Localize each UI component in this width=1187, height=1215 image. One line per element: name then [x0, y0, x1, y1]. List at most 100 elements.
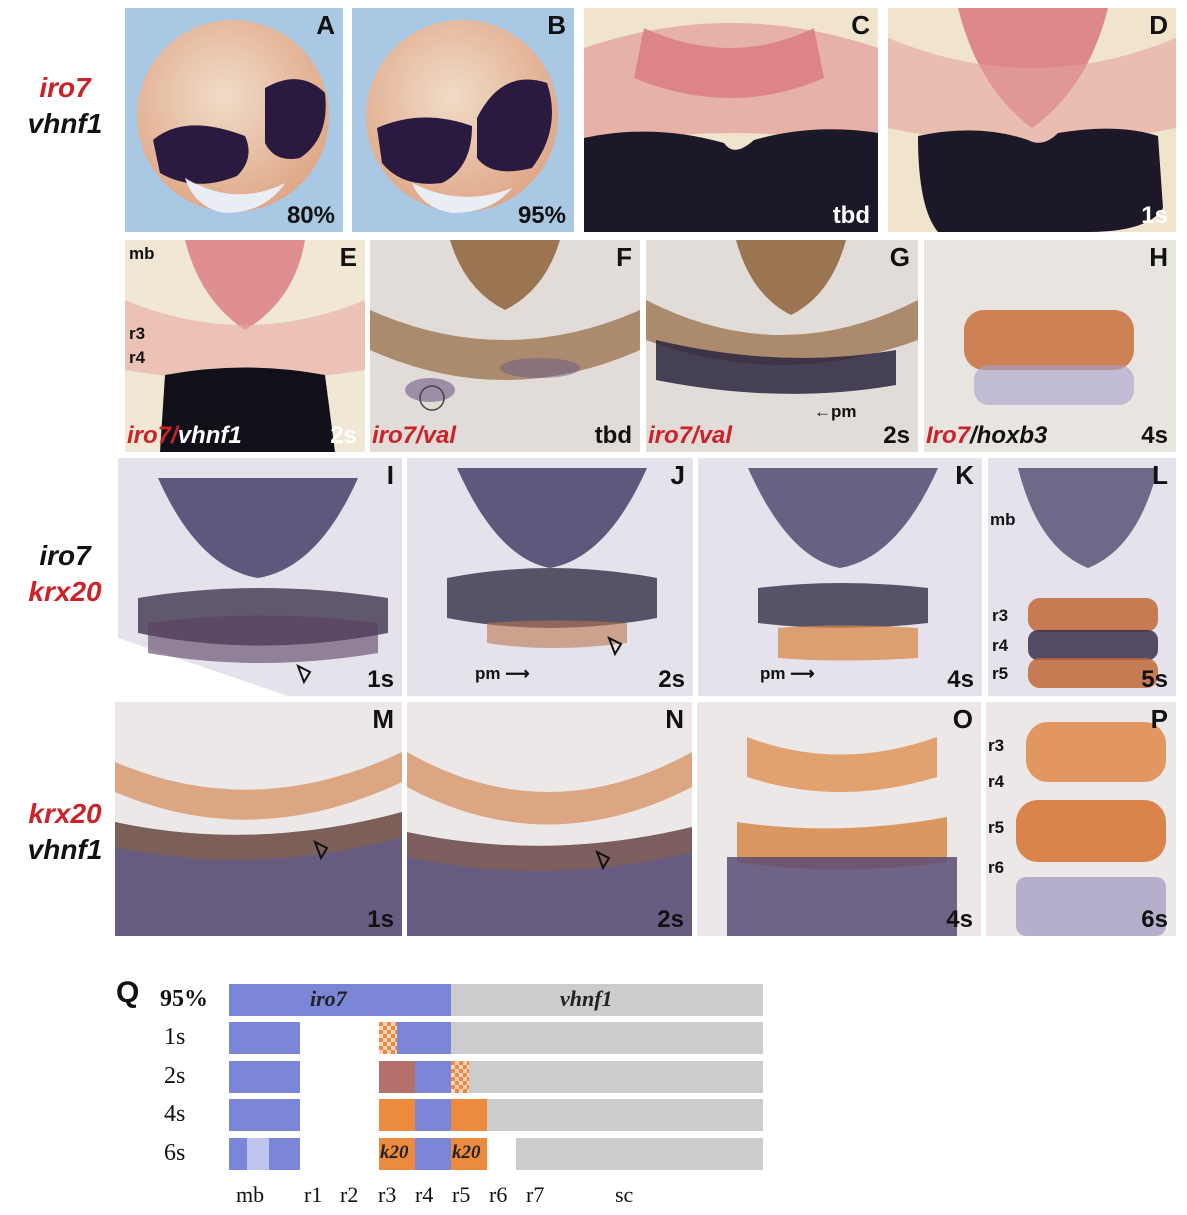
q-seg-iro7 [397, 1022, 451, 1054]
probe-b: /hoxb3 [970, 422, 1048, 449]
row4-side-label: krx20 vhnf1 [10, 796, 120, 868]
panel-stage: 95% [517, 202, 566, 229]
panel-stage: 2s [657, 906, 684, 933]
probe-b: val [698, 422, 733, 449]
panel-stage: 4s [1141, 422, 1168, 449]
q-tick-r3: r3 [378, 1182, 397, 1207]
panel-h: H Iro7/hoxb3 4s [924, 240, 1176, 452]
panel-c: C tbd [584, 8, 878, 232]
q-row-label: 4s [164, 1101, 186, 1127]
pm-arrow: pm ⟶ [760, 664, 815, 683]
q-seg-iro7 [229, 984, 451, 1016]
q-label-vhnf1: vhnf1 [560, 986, 613, 1011]
panel-p: r3 r4 r5 r6 P 6s [986, 702, 1176, 936]
panel-letter: K [955, 460, 974, 490]
probe-a: iro7/ [648, 422, 699, 449]
q-seg-krx20 [451, 1099, 487, 1131]
panel-stage: 1s [1141, 202, 1168, 229]
panel-letter: A [316, 10, 335, 40]
q-seg-vhnf1 [469, 1061, 763, 1093]
q-tick-r1: r1 [304, 1182, 323, 1207]
anno-pm: pm [760, 664, 786, 683]
row1-side-label: iro7 vhnf1 [10, 70, 120, 142]
panel-letter: L [1152, 460, 1168, 490]
panel-stage: 1s [367, 666, 394, 693]
anno-r5: r5 [988, 818, 1005, 837]
panel-letter: D [1149, 10, 1168, 40]
pm-arrow: pm ⟶ [475, 664, 530, 683]
q-seg-krx20-iro7 [379, 1061, 415, 1093]
q-tick-r7: r7 [526, 1182, 545, 1207]
q-seg-krx20 [379, 1099, 415, 1131]
row3-probe-iro7: iro7 [39, 540, 91, 571]
panel-a: A 80% [125, 8, 343, 232]
anno-r4: r4 [988, 772, 1005, 791]
q-seg-vhnf1 [487, 1099, 763, 1131]
panel-d: D 1s [888, 8, 1176, 232]
q-seg-vhnf1 [451, 1022, 763, 1054]
panel-l: mb r3 r4 r5 L 5s [988, 458, 1176, 696]
panel-stage: tbd [594, 422, 632, 449]
q-seg-vhnf1 [516, 1138, 763, 1170]
panel-stage: 4s [946, 906, 973, 933]
panel-j: pm ⟶ J 2s [407, 458, 693, 696]
row4-probe-vhnf1: vhnf1 [27, 834, 103, 865]
panel-stage: tbd [832, 202, 870, 229]
q-seg-krx20 [379, 1138, 415, 1170]
q-label-k20: k20 [452, 1142, 481, 1163]
panel-letter: H [1149, 242, 1168, 272]
panel-letter: O [952, 704, 973, 734]
panel-letter: G [889, 242, 910, 272]
q-label-k20: k20 [380, 1142, 409, 1163]
panel-letter: F [616, 242, 632, 272]
panel-stage: 2s [658, 666, 685, 693]
q-seg-iro7 [415, 1061, 451, 1093]
anno-mb: mb [129, 244, 155, 263]
q-seg-iro7 [229, 1099, 300, 1131]
panel-stage: 80% [286, 202, 335, 229]
panel-letter: P [1150, 704, 1168, 734]
anno-pm: pm [831, 402, 857, 421]
panel-letter: B [547, 10, 566, 40]
q-seg-iro7 [415, 1099, 451, 1131]
q-tick-sc: sc [615, 1182, 634, 1207]
anno-mb: mb [990, 510, 1016, 529]
probe-label: iro7/val [648, 422, 732, 450]
q-seg-iro7 [269, 1138, 300, 1170]
panel-letter: N [665, 704, 684, 734]
pm-arrow: ←pm [814, 402, 857, 421]
row3-side-label: iro7 krx20 [10, 538, 120, 610]
panel-f: F iro7/val tbd [370, 240, 640, 452]
q-seg-iro7 [415, 1138, 451, 1170]
anno-r6: r6 [988, 858, 1005, 877]
q-seg-krx20 [451, 1138, 487, 1170]
panel-g: ←pm G iro7/val 2s [646, 240, 918, 452]
panel-i: I 1s [118, 458, 402, 696]
q-seg-iro7 [229, 1061, 300, 1093]
panel-b: B 95% [352, 8, 574, 232]
q-label-iro7: iro7 [310, 986, 347, 1011]
q-row-label: 95% [160, 986, 208, 1012]
panel-stage: 4s [947, 666, 974, 693]
probe-a: Iro7 [926, 422, 971, 449]
panel-letter: M [372, 704, 394, 734]
panel-k: pm ⟶ K 4s [698, 458, 982, 696]
panel-letter: I [386, 460, 394, 490]
q-tick-r2: r2 [340, 1182, 359, 1207]
probe-label: iro7/val [372, 422, 456, 450]
q-seg-krx20-weak [379, 1022, 397, 1054]
anno-r3: r3 [992, 606, 1009, 625]
anno-r3: r3 [129, 324, 146, 343]
anno-r4: r4 [992, 636, 1009, 655]
anno-r5: r5 [992, 664, 1009, 683]
panel-letter: E [339, 242, 357, 272]
panel-letter: C [851, 10, 870, 40]
probe-label: iro7/vhnf1 [127, 422, 242, 450]
q-tick-mb: mb [236, 1182, 265, 1207]
q-tick-r4: r4 [415, 1182, 434, 1207]
q-seg-iro7 [229, 1022, 300, 1054]
probe-a: iro7/ [127, 422, 178, 449]
anno-r4: r4 [129, 348, 146, 367]
probe-label: Iro7/hoxb3 [926, 422, 1047, 450]
row1-probe-iro7: iro7 [39, 72, 91, 103]
